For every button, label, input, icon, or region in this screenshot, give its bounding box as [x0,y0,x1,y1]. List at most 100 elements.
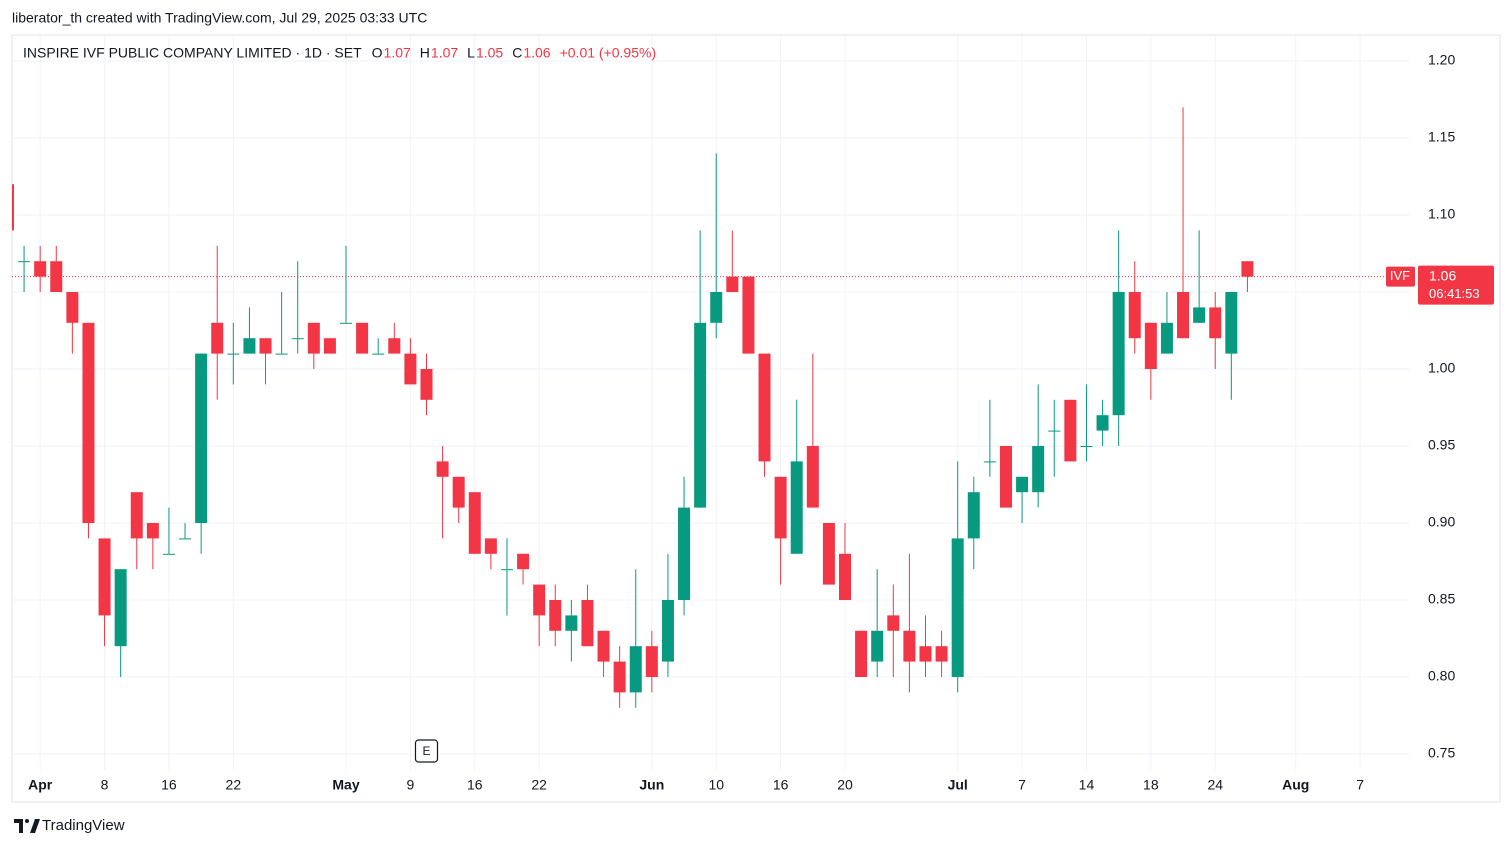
legend-change: +0.01 (+0.95%) [560,45,657,61]
y-tick-label: 0.95 [1428,437,1455,453]
candle-body [130,492,143,539]
last-price-label: 1.06 [1429,267,1456,283]
candle-body [1160,322,1173,354]
candle-body [967,492,980,539]
symbol-badge [1386,266,1415,287]
x-tick-label: 18 [1143,777,1159,793]
x-tick-label: 10 [708,777,724,793]
x-tick-label: Apr [28,777,53,793]
y-tick-label: 1.20 [1428,52,1455,68]
x-tick-label: May [332,777,359,793]
x-tick-label: 20 [837,777,853,793]
candle-body [66,292,79,323]
candle-body [726,276,739,293]
candle-body [919,646,932,662]
candle-body [1032,446,1045,493]
candle-body [259,338,272,354]
candle-body [356,322,369,354]
candle-body [1080,446,1093,448]
candle-body [983,461,996,463]
y-tick-label: 0.80 [1428,668,1455,684]
candle-body [1209,307,1222,339]
candle-body [323,338,336,354]
x-tick-label: 7 [1018,777,1026,793]
legend-value: 1.07 [431,45,458,61]
candle-body [162,553,175,555]
chart-frame [11,34,1501,803]
candle-body [790,461,803,554]
candle-body [1048,430,1061,432]
y-tick-label: 1.00 [1428,360,1455,376]
symbol-label: IVF [1390,268,1410,283]
candle-body [1193,307,1206,323]
legend-value: 1.05 [476,45,503,61]
candle-body [1128,292,1141,339]
candle-body [404,353,417,385]
x-tick-label: 9 [406,777,414,793]
candle-body [694,322,707,508]
event-marker-box [414,739,439,763]
x-tick-label: 16 [773,777,789,793]
candle-body [613,661,626,693]
candle-body [34,261,47,277]
candle-body [307,322,320,354]
candle-body [500,569,513,571]
event-marker-label: E [422,744,430,758]
candle-body [999,446,1012,508]
candle-body [855,630,868,677]
candle-body [146,522,159,539]
candle-body [710,292,723,323]
candle-body [774,476,787,539]
candle-body [275,353,288,355]
x-tick-label: Aug [1282,777,1309,793]
last-price-badge [1418,265,1494,305]
candle-body [484,538,497,554]
x-tick-label: 24 [1207,777,1223,793]
candle-body [903,630,916,662]
candle-body [211,322,224,354]
y-tick-label: 1.10 [1428,206,1455,222]
candle-body [291,338,304,340]
candle-body [871,630,884,662]
x-tick-label: 8 [101,777,109,793]
candle-body [565,615,578,631]
candle-body [935,646,948,662]
candle-body [597,630,610,662]
candle-body [1225,292,1238,354]
candle-body [98,538,111,616]
candle-body [50,261,63,293]
candle-body [581,599,594,647]
candle-body [1064,399,1077,462]
candle-body [114,569,127,647]
candle-body [195,353,208,523]
candle-body [549,599,562,631]
candle-body [533,584,546,616]
candle-body [661,599,674,662]
candle-body [839,553,852,600]
legend-key: O [372,45,383,61]
legend-key: L [467,45,475,61]
candle-body [645,646,658,677]
candle-body [1016,476,1029,493]
y-tick-label: 1.15 [1428,129,1455,145]
credit: liberator_th created with TradingView.co… [12,10,427,26]
candle-body [1144,322,1157,370]
candle-body [758,353,771,462]
candle-body [951,538,964,677]
candle-body [822,522,835,585]
x-tick-label: 16 [161,777,177,793]
countdown: 06:41:53 [1429,286,1480,301]
x-tick-label: 16 [467,777,483,793]
y-tick-label: 0.90 [1428,514,1455,530]
chart-title: INSPIRE IVF PUBLIC COMPANY LIMITED · 1D … [23,45,362,61]
candle-body [372,353,385,355]
x-tick-label: Jun [639,777,664,793]
candle-body [678,507,691,600]
candle-body [436,461,449,477]
x-tick-label: 7 [1356,777,1364,793]
candle-body [517,553,530,570]
x-tick-label: Jul [948,777,968,793]
candle-body [1241,261,1254,277]
